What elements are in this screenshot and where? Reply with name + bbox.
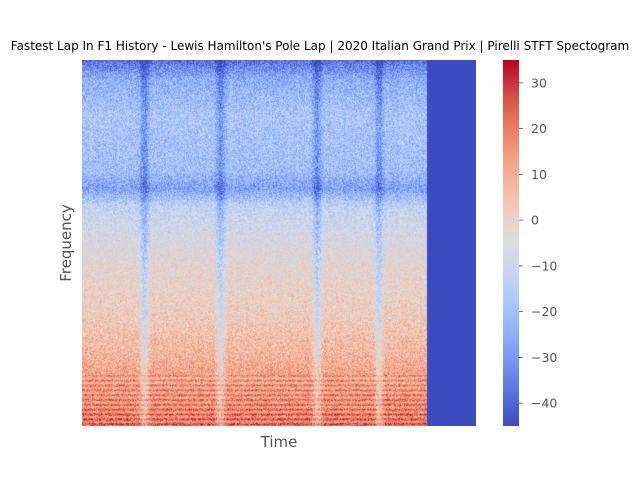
colorbar-tick-label: 20 [531, 121, 547, 136]
spectrogram-heatmap [82, 60, 476, 426]
plot-area [82, 60, 476, 426]
colorbar-tick-label: −20 [531, 304, 557, 319]
colorbar-scale [503, 60, 519, 426]
colorbar: −40 −30 −20 −10 0 10 20 30 [503, 60, 557, 426]
colorbar-tick-label: −10 [531, 258, 557, 273]
colorbar-tick-label: 30 [531, 75, 547, 90]
colorbar-tick-label: 10 [531, 167, 547, 182]
colorbar-tick-label: −40 [531, 396, 557, 411]
colorbar-ticks: −40 −30 −20 −10 0 10 20 30 [519, 75, 557, 411]
colorbar-tick-label: 0 [531, 213, 539, 228]
colorbar-tick-label: −30 [531, 350, 557, 365]
chart-title: Fastest Lap In F1 History - Lewis Hamilt… [11, 39, 629, 53]
y-axis-label: Frequency [57, 204, 75, 282]
x-axis-label: Time [260, 433, 298, 451]
